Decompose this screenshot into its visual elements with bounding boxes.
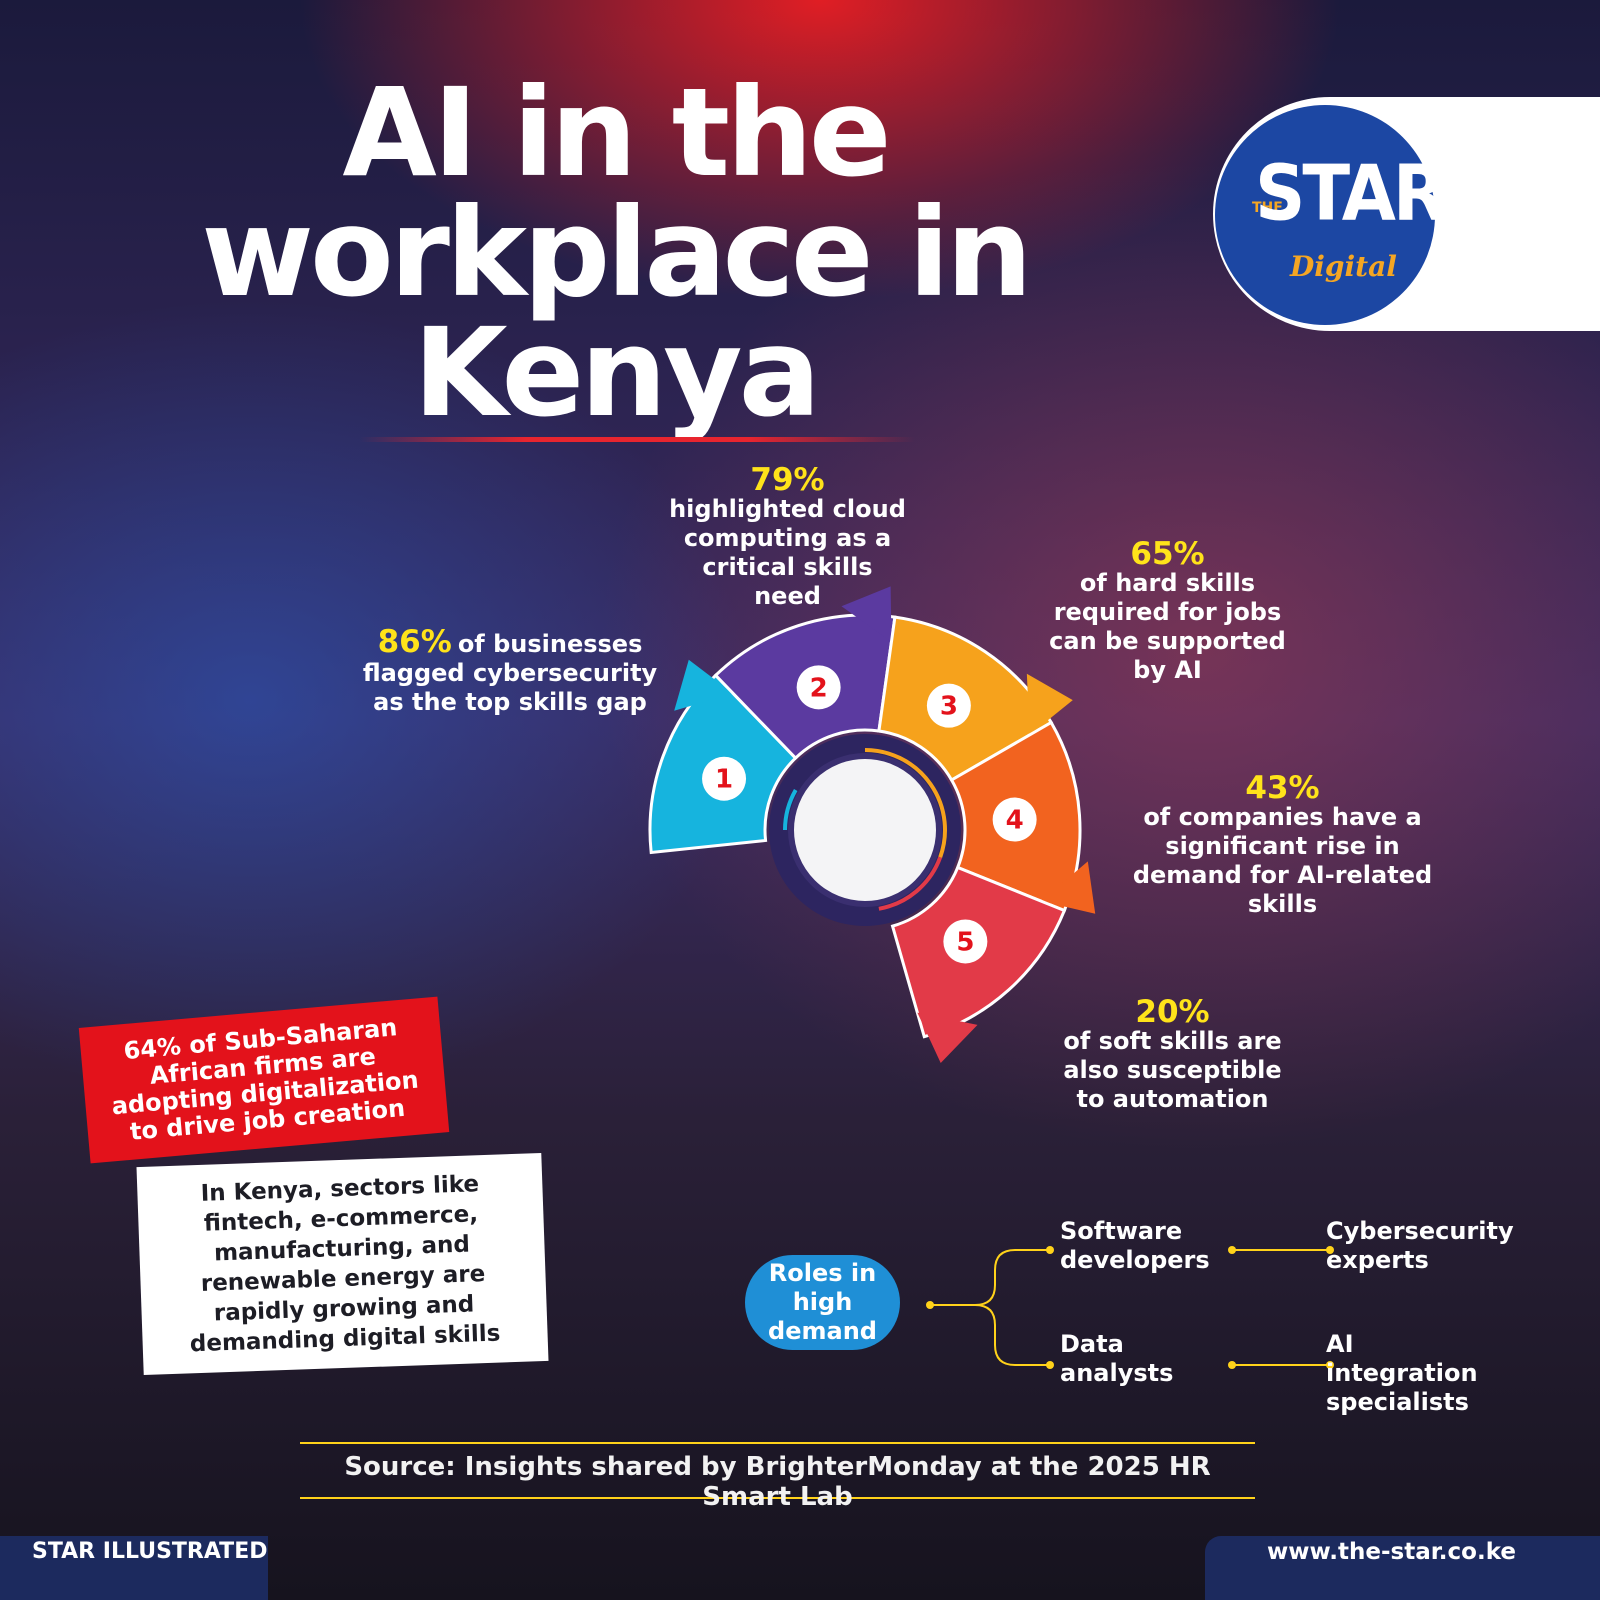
number-badge — [992, 797, 1037, 842]
source-rule — [300, 1442, 1255, 1444]
segment-number: 2 — [810, 673, 828, 703]
logo-circle — [1215, 105, 1435, 325]
role-item: Software developers — [1060, 1217, 1210, 1274]
segment-arrow — [674, 659, 734, 711]
number-badge — [702, 756, 747, 801]
segment-number: 5 — [956, 927, 974, 957]
stat-block: 79% highlighted cloud computing as a crit… — [665, 462, 910, 611]
segment-arrow — [1026, 673, 1073, 735]
title-underline — [360, 437, 915, 442]
stat-text: of companies have a significant rise in … — [1132, 803, 1433, 918]
role-item: Data analysts — [1060, 1330, 1174, 1387]
footer-right: www.the-star.co.ke — [1205, 1536, 1600, 1600]
stat-block: 43% of companies have a significant rise … — [1130, 770, 1435, 919]
segment-number: 3 — [940, 692, 958, 722]
title-line: workplace in — [201, 182, 1033, 324]
title-line: AI in the — [342, 62, 891, 204]
stat-text: of hard skills required for jobs can be … — [1049, 569, 1286, 684]
ring-accent — [878, 856, 943, 911]
source-rule — [300, 1497, 1255, 1499]
number-badge — [926, 683, 971, 728]
logo-digital: Digital — [1290, 250, 1397, 283]
number-badge — [796, 665, 841, 710]
footer-left: STAR ILLUSTRATED — [0, 1536, 268, 1600]
ring-accent — [864, 748, 947, 859]
stat-percent: 86% — [377, 624, 452, 660]
stat-block: 20% of soft skills are also susceptible t… — [1050, 994, 1295, 1114]
segment-arrow — [1041, 861, 1096, 914]
stat-percent: 65% — [1130, 536, 1205, 572]
logo-star: STAR — [1255, 147, 1447, 239]
ring-accent — [783, 789, 798, 831]
title-line: Kenya — [413, 302, 821, 444]
stat-block: 86% of businesses flagged cybersecurity a… — [360, 627, 660, 717]
role-item: AI integration specialists — [1326, 1330, 1478, 1416]
segment-number: 1 — [715, 765, 733, 795]
segment-arrow — [841, 586, 892, 642]
stat-text: of businesses flagged cybersecurity as t… — [362, 630, 658, 716]
stat-text: highlighted cloud computing as a critica… — [669, 495, 906, 610]
number-badge — [943, 919, 988, 964]
role-item: Cybersecurity experts — [1326, 1217, 1514, 1274]
stat-percent: 79% — [750, 462, 825, 498]
stat-block: 65% of hard skills required for jobs can … — [1040, 536, 1295, 685]
stat-text: of soft skills are also susceptible to a… — [1063, 1027, 1282, 1113]
source: Source: Insights shared by BrighterMonda… — [344, 1452, 1211, 1512]
segment-number: 4 — [1006, 806, 1024, 836]
stat-percent: 43% — [1245, 770, 1320, 806]
logo-the: THE — [1252, 200, 1283, 216]
stat-percent: 20% — [1135, 994, 1210, 1030]
segment-arrow — [917, 1012, 978, 1064]
ring-center — [788, 753, 942, 907]
roles-label: Roles in high demand — [745, 1255, 900, 1350]
